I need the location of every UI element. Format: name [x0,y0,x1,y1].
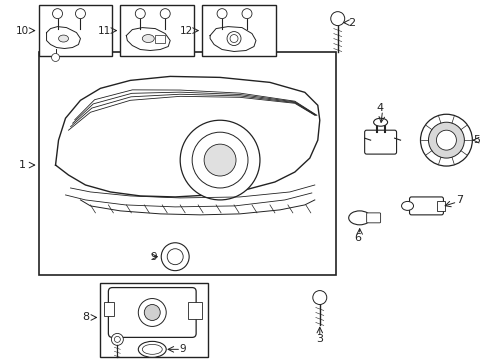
Circle shape [161,243,189,271]
Circle shape [192,132,247,188]
Text: 9: 9 [150,252,156,262]
Ellipse shape [142,35,154,42]
Bar [104,302,114,316]
FancyBboxPatch shape [366,213,380,223]
Ellipse shape [348,211,370,225]
Text: 6: 6 [353,233,361,243]
Circle shape [160,9,170,19]
Bar [100,283,208,357]
Text: 1: 1 [19,160,26,170]
Text: 2: 2 [347,18,354,28]
Circle shape [229,35,238,42]
Circle shape [135,9,145,19]
Text: 11: 11 [98,26,111,36]
Circle shape [114,336,120,342]
Circle shape [420,114,471,166]
Circle shape [144,305,160,320]
Circle shape [427,122,464,158]
Circle shape [436,130,455,150]
Bar [39,5,112,57]
Circle shape [51,54,60,62]
Circle shape [52,9,62,19]
Bar [120,5,194,57]
Text: 10: 10 [16,26,29,36]
FancyBboxPatch shape [408,197,443,215]
FancyBboxPatch shape [108,288,196,337]
Circle shape [226,32,241,45]
Bar [39,53,335,275]
Text: 12: 12 [179,26,192,36]
Bar [437,201,445,211]
Text: 5: 5 [472,135,479,145]
Bar [188,302,202,319]
Bar [202,5,275,57]
Circle shape [242,9,251,19]
Circle shape [203,144,236,176]
Circle shape [312,291,326,305]
Circle shape [167,249,183,265]
Circle shape [111,333,123,345]
Ellipse shape [138,341,166,357]
Bar [155,35,165,42]
Circle shape [180,120,260,200]
Ellipse shape [59,35,68,42]
Text: 9: 9 [180,345,186,354]
Circle shape [75,9,85,19]
Ellipse shape [373,118,387,126]
Ellipse shape [401,201,413,210]
FancyBboxPatch shape [364,130,396,154]
Text: 8: 8 [81,312,89,323]
Text: 3: 3 [316,334,323,345]
Text: 7: 7 [455,195,462,205]
Circle shape [217,9,226,19]
Circle shape [138,298,166,327]
Ellipse shape [142,345,162,354]
Text: 4: 4 [375,103,383,113]
Circle shape [330,12,344,26]
